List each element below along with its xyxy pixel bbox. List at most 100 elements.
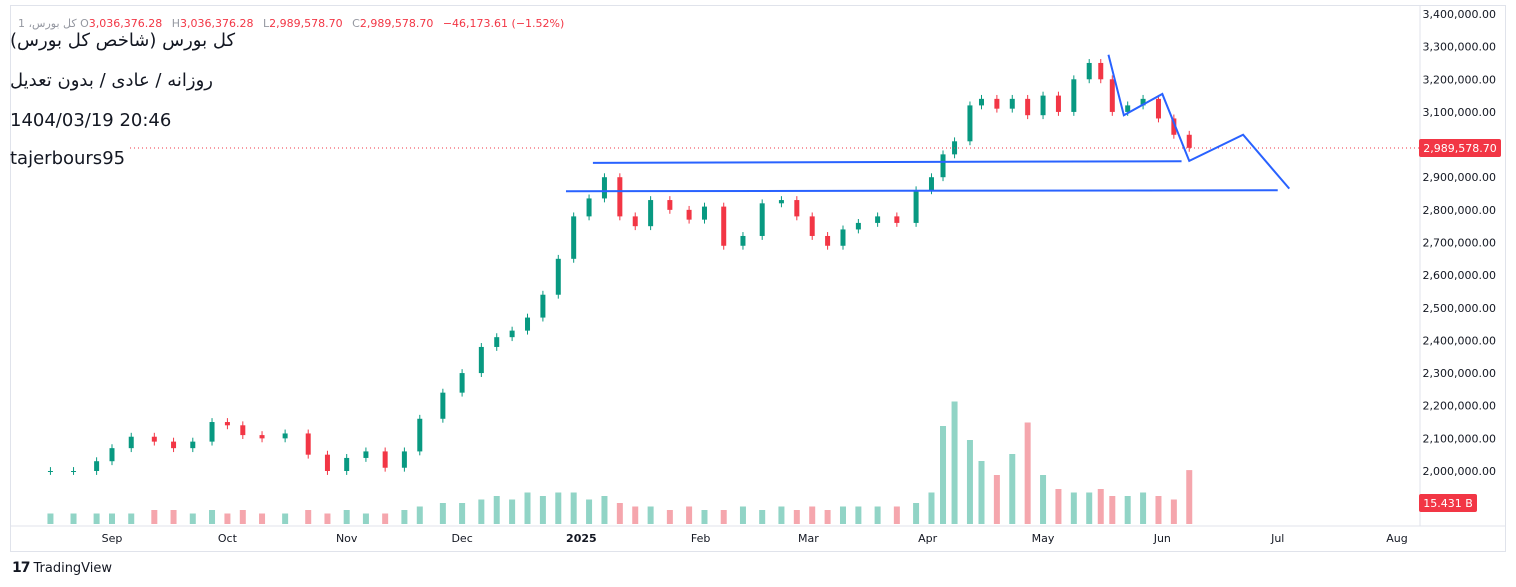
brand-label: TradingView <box>33 560 113 576</box>
candle-body <box>940 154 946 178</box>
candle-body <box>109 448 115 462</box>
note-line-3: tajerbours95 <box>10 148 126 169</box>
volume-bar <box>305 510 312 524</box>
candle-body <box>1125 105 1131 112</box>
volume-bar <box>1155 496 1162 524</box>
volume-bar <box>913 503 920 524</box>
candle-body <box>47 471 53 472</box>
volume-bar <box>1086 492 1093 524</box>
candle-body <box>1040 95 1046 116</box>
candle-body <box>1086 62 1092 80</box>
candle-body <box>1171 118 1177 135</box>
volume-bar <box>47 513 54 524</box>
candle-body <box>586 198 592 217</box>
x-tick-label: Feb <box>691 532 710 545</box>
candle-body <box>382 451 388 468</box>
high-label: H <box>171 17 181 30</box>
candle-body <box>1109 79 1115 112</box>
x-tick-label: Jun <box>1153 532 1171 545</box>
volume-bar <box>666 510 673 524</box>
volume-bar <box>1170 499 1177 524</box>
volume-bar <box>239 510 246 524</box>
volume-bar <box>282 513 289 524</box>
x-tick-label: Sep <box>102 532 123 545</box>
candle-body <box>459 373 465 393</box>
volume-bar <box>778 506 785 524</box>
resistance-lower-line <box>565 189 1278 193</box>
volume-bar <box>539 496 546 524</box>
y-tick-label: 3,200,000.00 <box>1423 73 1496 86</box>
x-tick-label: Jul <box>1270 532 1284 545</box>
candle-body <box>171 441 177 449</box>
volume-bar <box>70 513 77 524</box>
volume-bar <box>966 440 973 524</box>
volume-bar <box>478 499 485 524</box>
candle-body <box>240 425 246 436</box>
candle-body <box>282 433 288 439</box>
volume-bar <box>793 510 800 524</box>
volume-bar <box>151 510 158 524</box>
last-price-badge <box>1419 138 1501 157</box>
y-tick-label: 3,400,000.00 <box>1423 8 1496 21</box>
candle-body <box>259 435 265 439</box>
volume-bar <box>189 513 196 524</box>
volume-bar <box>493 496 500 524</box>
volume-bar <box>1186 470 1193 524</box>
x-tick-label: 2025 <box>566 532 597 545</box>
volume-bar <box>951 401 958 524</box>
candle-body <box>1055 95 1061 112</box>
volume-bar <box>893 506 900 524</box>
volume-bar <box>93 513 100 524</box>
projection-path <box>1107 54 1291 190</box>
chart-frame[interactable] <box>10 5 1506 552</box>
volume-bar <box>701 510 708 524</box>
candle-body <box>840 229 846 246</box>
volume-bar <box>459 503 466 524</box>
volume-bar <box>1040 475 1047 524</box>
candle-body <box>617 177 623 217</box>
volume-label: 15.431 B <box>1423 497 1473 510</box>
ohlc-legend: 1 ،کل بورس O3,036,376.28 H3,036,376.28 L… <box>18 17 570 30</box>
y-tick-label: 2,100,000.00 <box>1423 432 1496 445</box>
volume-bar <box>839 506 846 524</box>
x-tick-label: Dec <box>451 532 472 545</box>
y-tick-label: 2,200,000.00 <box>1423 400 1496 413</box>
tradingview-brand[interactable]: 17 TradingView <box>12 560 112 576</box>
volume-bar <box>739 506 746 524</box>
candle-body <box>190 441 196 449</box>
volume-bar <box>1124 496 1131 524</box>
candle-body <box>128 436 134 449</box>
candle-body <box>978 98 984 106</box>
y-tick-label: 3,100,000.00 <box>1423 106 1496 119</box>
close-label: C <box>352 17 360 30</box>
candle-body <box>401 451 407 468</box>
volume-bar <box>940 426 947 524</box>
volume-bar <box>855 506 862 524</box>
candle-body <box>363 451 369 458</box>
y-tick-label: 3,300,000.00 <box>1423 41 1496 54</box>
symbol-title: کل بورس (شاخص کل بورس) <box>10 30 236 51</box>
candle-body <box>1186 134 1192 148</box>
candle-body <box>778 200 784 204</box>
candle-body <box>855 222 861 230</box>
volume-bar <box>824 510 831 524</box>
volume-bar <box>1055 489 1062 524</box>
volume-bar <box>632 506 639 524</box>
candle-body <box>967 105 973 142</box>
y-tick-label: 2,800,000.00 <box>1423 204 1496 217</box>
candle-body <box>794 200 800 217</box>
candle-body <box>1071 79 1077 112</box>
candle-body <box>1009 98 1015 109</box>
x-tick-label: Nov <box>336 532 358 545</box>
volume-bar <box>874 506 881 524</box>
x-tick-label: May <box>1032 532 1055 545</box>
candle-body <box>1098 62 1104 80</box>
volume-bar <box>1070 492 1077 524</box>
candle-body <box>509 330 515 338</box>
y-tick-label: 2,000,000.00 <box>1423 465 1496 478</box>
x-tick-label: Apr <box>918 532 938 545</box>
volume-bar <box>809 506 816 524</box>
x-tick-label: Oct <box>218 532 238 545</box>
candle-body <box>305 433 311 455</box>
